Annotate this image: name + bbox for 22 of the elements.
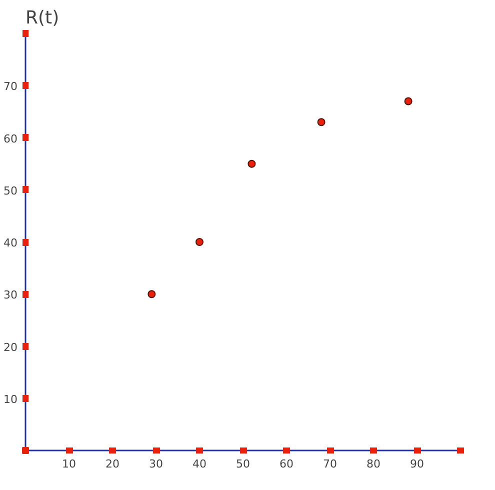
y-tick-label: 70 bbox=[4, 80, 18, 94]
point bbox=[196, 238, 204, 246]
point bbox=[317, 118, 326, 126]
x-tick-label: 10 bbox=[62, 458, 76, 470]
x-tick-label: 90 bbox=[410, 458, 424, 470]
y-tick-label: 10 bbox=[4, 392, 18, 406]
y-tick-label: 40 bbox=[4, 236, 18, 250]
x-tick-label: 70 bbox=[323, 458, 337, 470]
point bbox=[148, 290, 156, 298]
y-tick-label: 50 bbox=[4, 184, 18, 198]
x-tick-label: 60 bbox=[280, 458, 294, 470]
chart-title: R(t) bbox=[26, 8, 60, 28]
y-tick-label: 60 bbox=[4, 132, 18, 146]
y-tick-label: 30 bbox=[4, 288, 18, 302]
x-tick-label: 50 bbox=[236, 458, 250, 470]
x-tick-label: 20 bbox=[106, 458, 120, 470]
x-tick-label: 30 bbox=[149, 458, 163, 470]
x-tick-label: 40 bbox=[192, 458, 206, 470]
point bbox=[248, 160, 256, 168]
x-tick-label: 80 bbox=[366, 458, 380, 470]
point bbox=[404, 97, 412, 106]
y-tick-label: 20 bbox=[4, 340, 18, 354]
